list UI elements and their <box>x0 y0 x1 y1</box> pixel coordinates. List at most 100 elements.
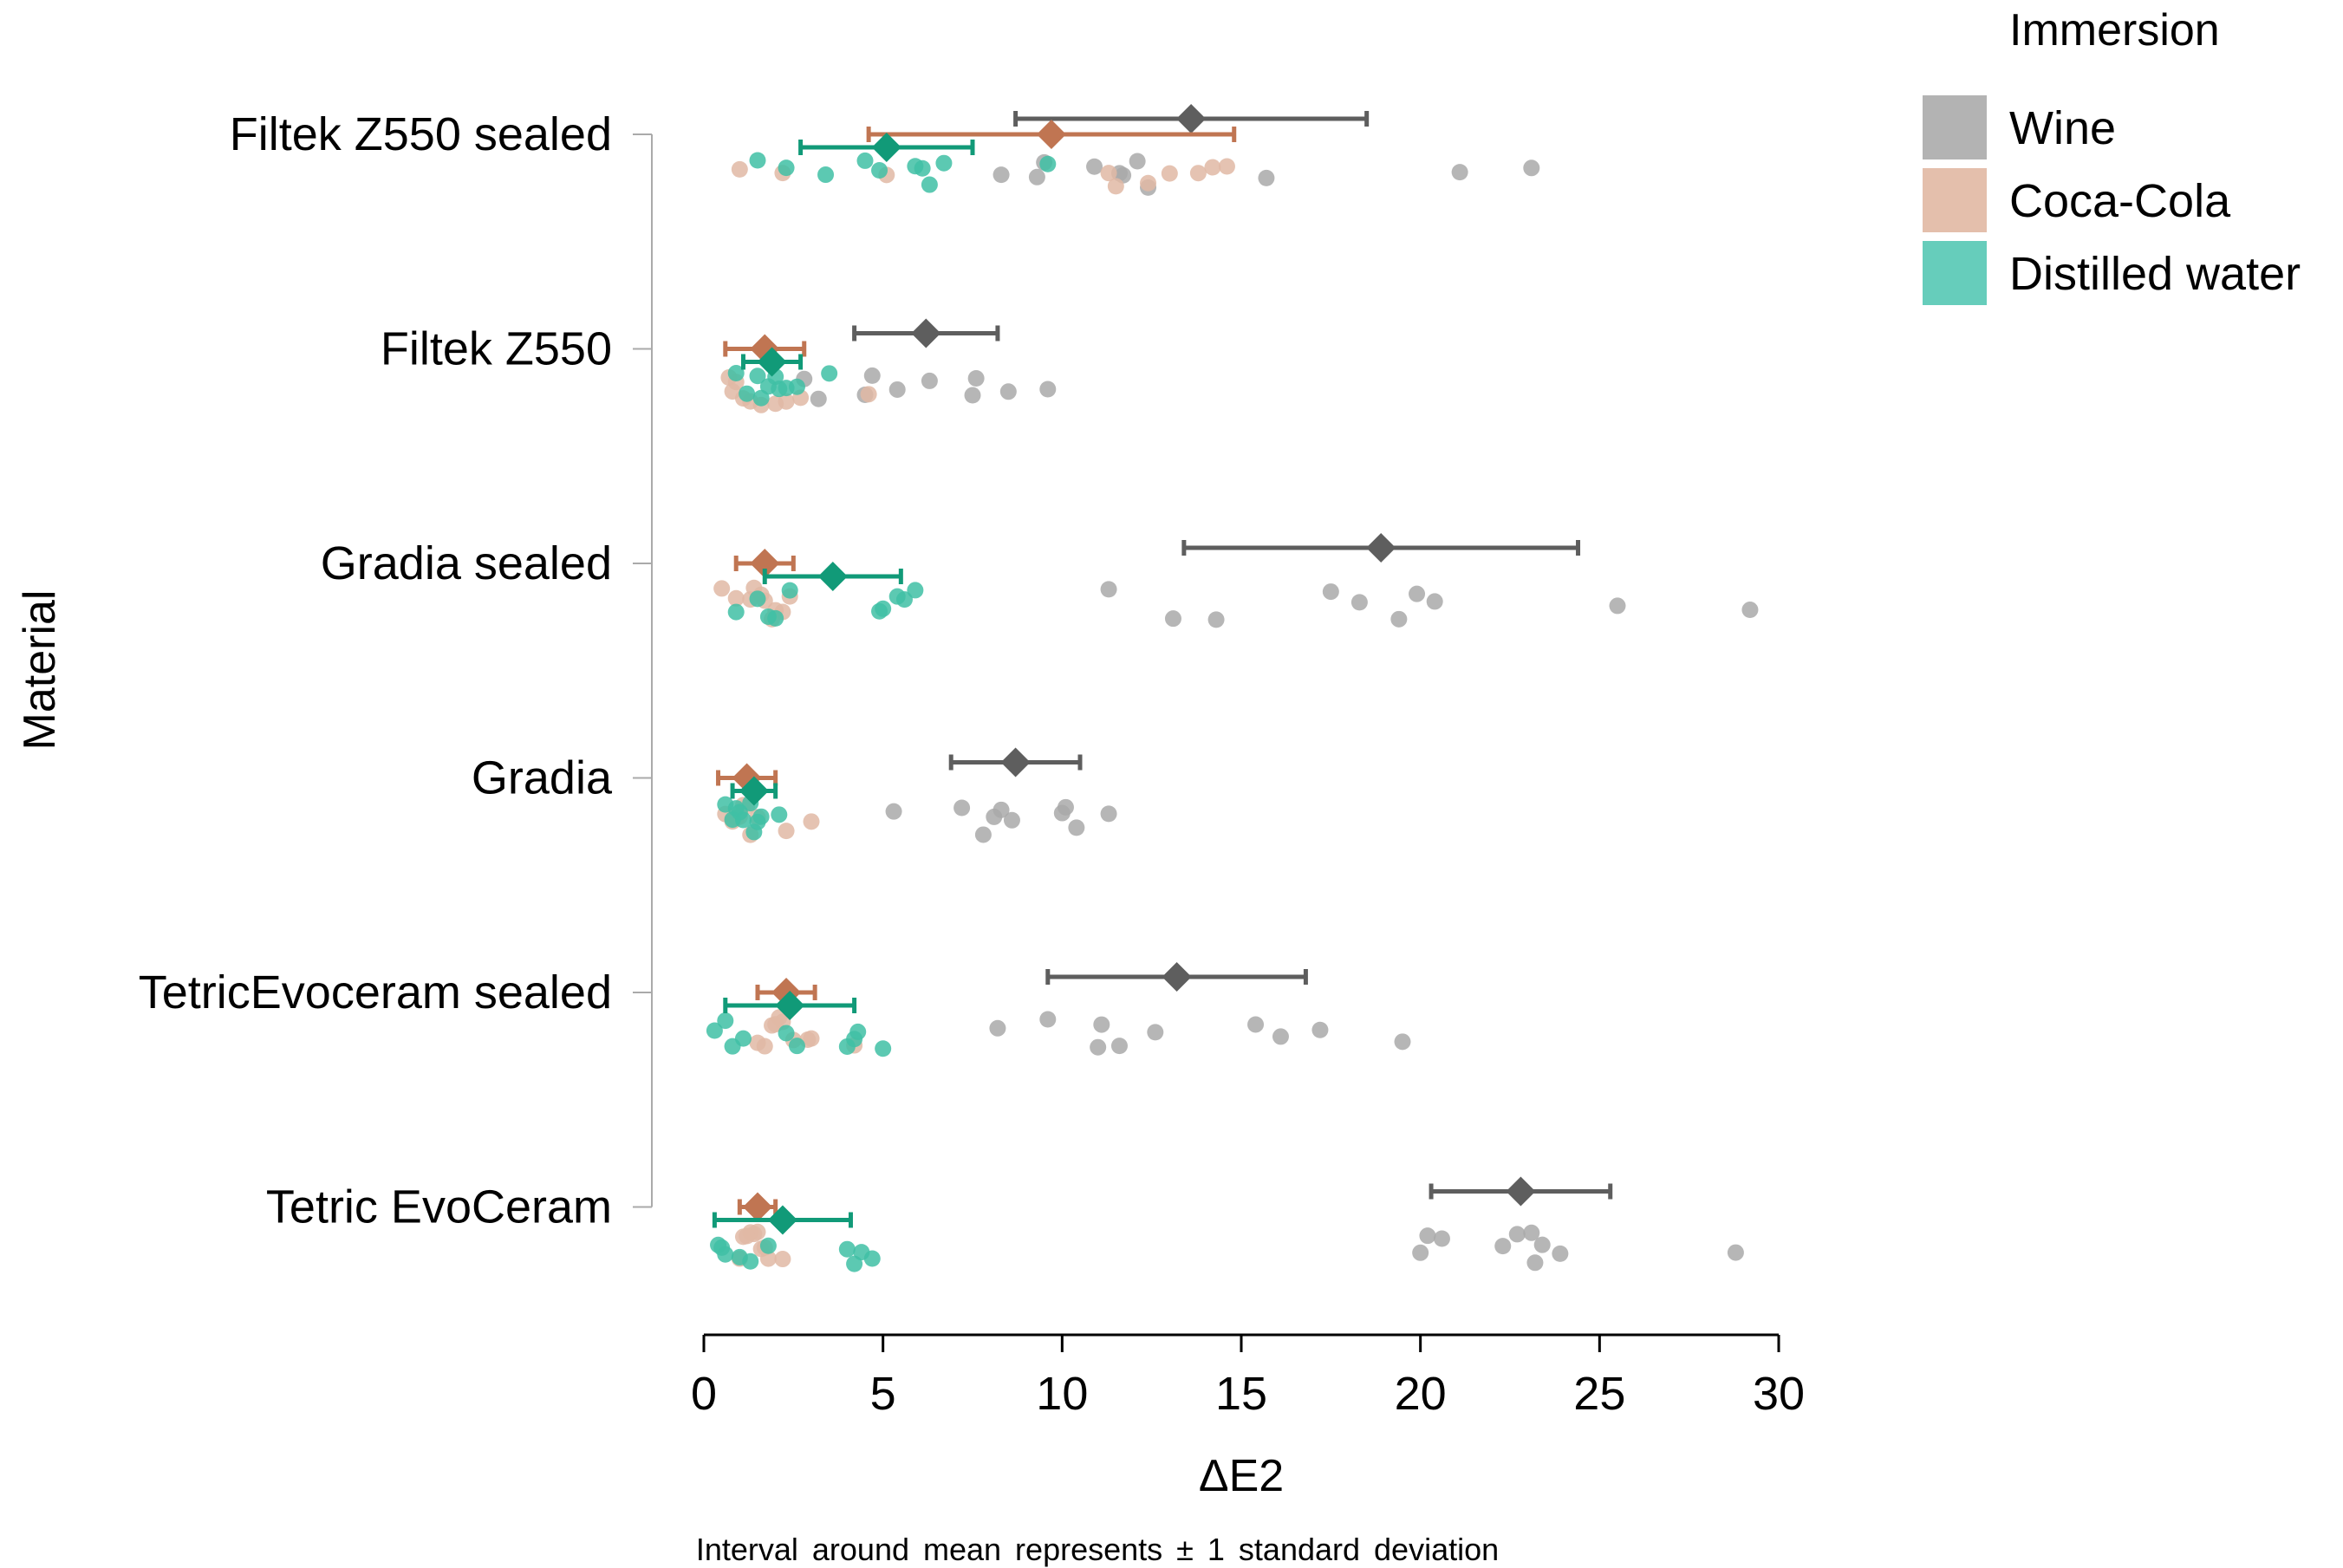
data-point-wine <box>1523 1224 1540 1241</box>
data-point-wine <box>1247 1016 1265 1033</box>
x-tick-label: 10 <box>1036 1368 1088 1420</box>
data-point-distilled-water <box>759 1237 777 1254</box>
data-point-coca-cola <box>756 1038 773 1055</box>
mean-marker-wine <box>1366 533 1396 563</box>
data-point-wine <box>1409 585 1426 602</box>
x-tick-label: 20 <box>1395 1368 1447 1420</box>
data-point-wine <box>1207 611 1225 628</box>
data-point-wine <box>1147 1024 1164 1041</box>
data-point-wine <box>1110 1038 1128 1055</box>
legend: Wine Coca-Cola Distilled water <box>1923 95 2301 305</box>
mean-marker-distilled-water <box>739 776 769 806</box>
data-point-distilled-water <box>856 152 874 169</box>
data-point-wine <box>1508 1226 1526 1243</box>
data-point-wine <box>1533 1236 1551 1253</box>
y-tick-label: Filtek Z550 sealed <box>230 108 612 160</box>
x-tick-label: 15 <box>1215 1368 1267 1420</box>
x-tick-label: 25 <box>1573 1368 1625 1420</box>
mean-marker-wine <box>1506 1176 1536 1207</box>
data-point-wine <box>1523 159 1540 177</box>
data-point-coca-cola <box>778 393 795 410</box>
y-tick-label: Filtek Z550 <box>381 323 612 375</box>
data-point-wine <box>1100 805 1117 823</box>
legend-swatch <box>1923 241 1987 305</box>
data-point-coca-cola <box>731 160 748 178</box>
data-point-wine <box>1028 168 1045 185</box>
y-tick-label: Gradia <box>472 752 613 804</box>
mean-marker-wine <box>1162 962 1192 992</box>
data-point-coca-cola <box>774 1251 791 1268</box>
data-point-distilled-water <box>717 1012 734 1030</box>
data-point-wine <box>1394 1033 1411 1051</box>
data-point-coca-cola <box>778 823 795 840</box>
data-point-wine <box>953 799 971 817</box>
data-point-distilled-water <box>734 1030 752 1047</box>
data-point-distilled-water <box>717 1246 734 1263</box>
data-point-coca-cola <box>739 1227 756 1245</box>
data-point-distilled-water <box>745 823 763 841</box>
data-point-distilled-water <box>724 811 741 829</box>
data-point-distilled-water <box>849 1023 867 1040</box>
data-point-wine <box>993 166 1010 184</box>
data-point-wine <box>1068 819 1085 836</box>
data-point-wine <box>921 372 938 389</box>
data-point-coca-cola <box>1218 158 1235 175</box>
data-point-distilled-water <box>921 176 938 193</box>
data-point-wine <box>974 826 992 843</box>
data-point-wine <box>1003 811 1020 829</box>
data-point-distilled-water <box>817 166 835 184</box>
data-point-distilled-water <box>863 1250 881 1267</box>
data-point-distilled-water <box>778 159 795 177</box>
y-axis-title: Material <box>15 590 65 751</box>
data-point-wine <box>1311 1021 1329 1038</box>
data-point-distilled-water <box>727 365 745 382</box>
mean-marker-coca-cola <box>750 549 780 578</box>
data-point-wine <box>1412 1244 1429 1261</box>
data-point-wine <box>1258 169 1275 186</box>
data-point-distilled-water <box>871 162 888 179</box>
data-point-coca-cola <box>724 383 741 400</box>
data-point-wine <box>863 367 881 384</box>
legend-label: Coca-Cola <box>2009 175 2231 227</box>
summaries-layer <box>712 104 1613 1235</box>
x-tick-label: 0 <box>691 1368 717 1420</box>
data-point-wine <box>999 383 1017 400</box>
labels-layer: ΔE2 Material Interval around mean repres… <box>15 5 2220 1567</box>
data-point-distilled-water <box>907 582 924 599</box>
legend-swatch <box>1923 95 1987 159</box>
data-point-coca-cola <box>1161 165 1178 182</box>
mean-marker-distilled-water <box>767 1205 797 1235</box>
data-point-wine <box>1727 1244 1744 1261</box>
data-point-wine <box>1039 381 1057 398</box>
data-point-distilled-water <box>778 1025 795 1042</box>
data-point-coca-cola <box>1204 159 1221 176</box>
mean-marker-coca-cola <box>1036 120 1066 149</box>
data-point-coca-cola <box>1189 165 1207 182</box>
chart-caption: Interval around mean represents ± 1 stan… <box>696 1532 1499 1567</box>
y-tick-label: TetricEvoceram sealed <box>139 966 612 1018</box>
data-point-coca-cola <box>803 813 820 830</box>
data-point-wine <box>1090 1038 1107 1056</box>
data-point-distilled-water <box>749 152 766 169</box>
data-point-wine <box>1390 610 1408 628</box>
data-point-distilled-water <box>749 368 766 385</box>
data-point-wine <box>810 390 827 407</box>
data-point-wine <box>989 1019 1006 1037</box>
y-tick-label: Tetric EvoCeram <box>266 1181 612 1233</box>
data-point-coca-cola <box>1100 165 1117 182</box>
data-point-wine <box>1451 164 1468 181</box>
data-point-distilled-water <box>739 385 756 402</box>
mean-marker-wine <box>1176 104 1207 133</box>
data-point-wine <box>1039 1011 1057 1028</box>
axes-layer <box>633 133 1780 1352</box>
data-point-wine <box>888 381 906 398</box>
data-point-distilled-water <box>821 365 838 382</box>
data-point-wine <box>1741 602 1759 619</box>
data-point-coca-cola <box>727 589 745 607</box>
data-point-distilled-water <box>742 1252 759 1270</box>
data-point-wine <box>1164 610 1181 628</box>
legend-label: Wine <box>2009 102 2116 154</box>
data-point-distilled-water <box>706 1022 723 1039</box>
mean-marker-distilled-water <box>871 133 901 162</box>
legend-title: Immersion <box>2009 5 2220 55</box>
